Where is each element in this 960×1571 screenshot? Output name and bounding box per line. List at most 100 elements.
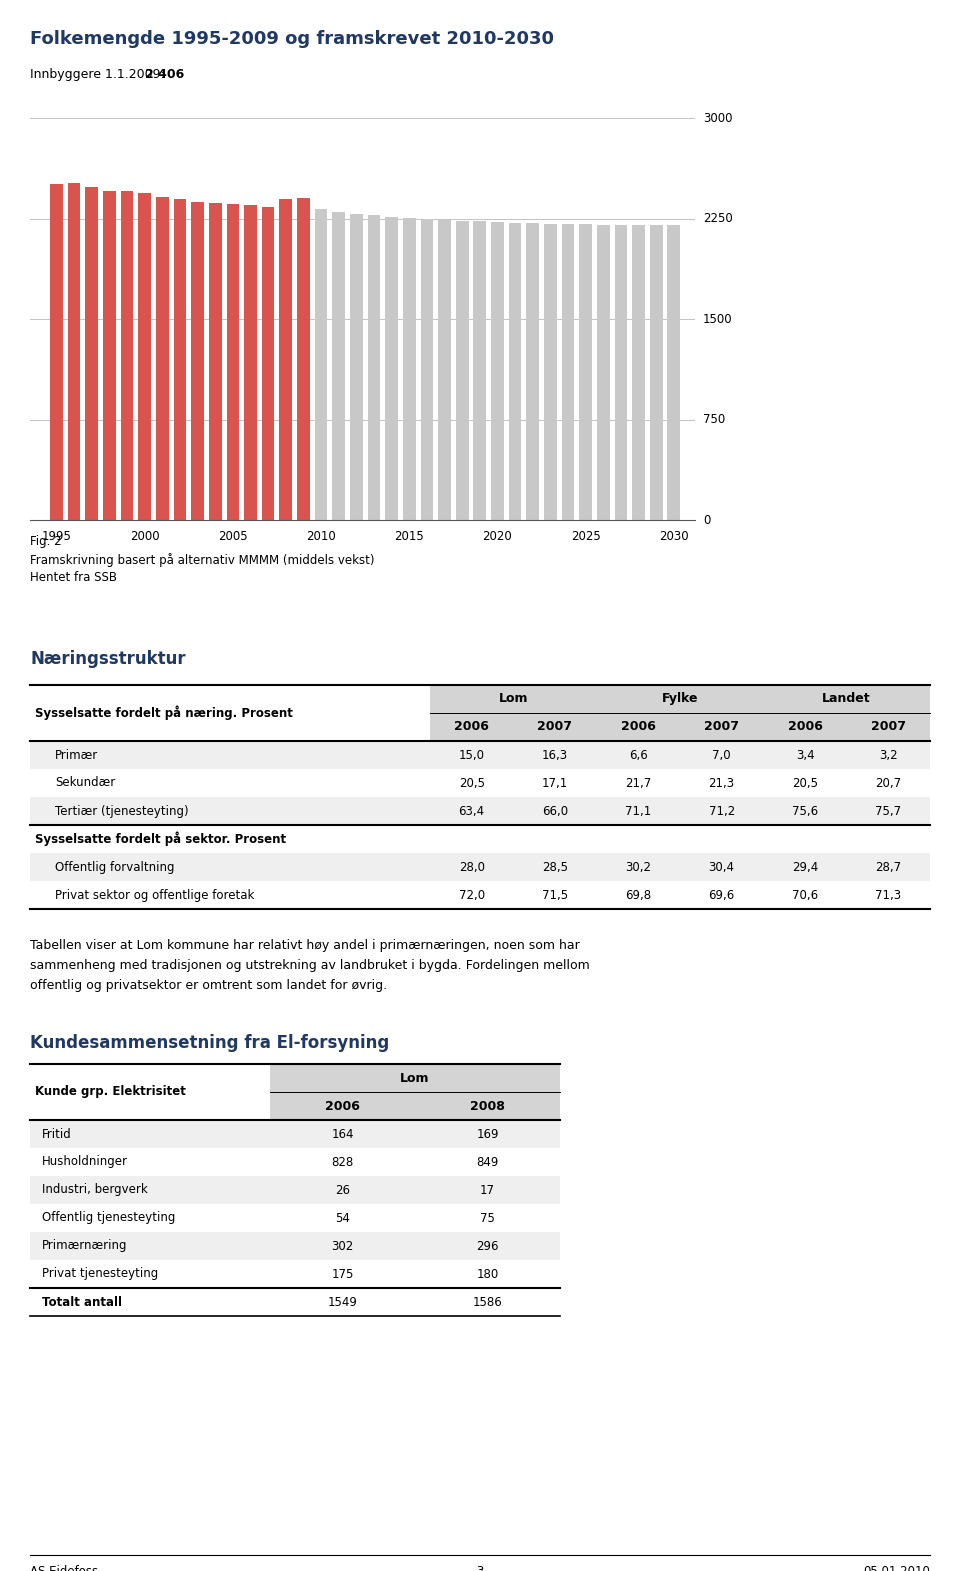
Text: 7,0: 7,0 bbox=[712, 748, 731, 762]
Bar bbox=[332, 212, 345, 520]
Text: Fig. 2: Fig. 2 bbox=[30, 536, 61, 548]
Text: 26: 26 bbox=[335, 1183, 350, 1197]
Text: 28,5: 28,5 bbox=[542, 861, 568, 873]
Text: 849: 849 bbox=[476, 1156, 498, 1169]
Text: 2007: 2007 bbox=[871, 721, 906, 734]
Text: AS Eidefoss: AS Eidefoss bbox=[30, 1565, 98, 1571]
Text: Næringsstruktur: Næringsstruktur bbox=[30, 650, 185, 668]
Text: 302: 302 bbox=[331, 1240, 353, 1252]
Text: Totalt antall: Totalt antall bbox=[42, 1296, 122, 1309]
Text: Primærnæring: Primærnæring bbox=[42, 1240, 128, 1252]
Bar bbox=[350, 214, 363, 520]
Bar bbox=[456, 220, 468, 520]
Text: Offentlig tjenesteyting: Offentlig tjenesteyting bbox=[42, 1211, 176, 1224]
Text: 1500: 1500 bbox=[703, 313, 732, 325]
Text: 30,4: 30,4 bbox=[708, 861, 734, 873]
Bar bbox=[121, 192, 133, 520]
Text: Tabellen viser at Lom kommune har relativt høy andel i primærnæringen, noen som : Tabellen viser at Lom kommune har relati… bbox=[30, 939, 580, 952]
Text: Folkemengde 1995-2009 og framskrevet 2010-2030: Folkemengde 1995-2009 og framskrevet 201… bbox=[30, 30, 554, 49]
Bar bbox=[614, 225, 627, 520]
Bar bbox=[368, 215, 380, 520]
Text: Sysselsatte fordelt på næring. Prosent: Sysselsatte fordelt på næring. Prosent bbox=[35, 705, 293, 720]
Text: 3,2: 3,2 bbox=[879, 748, 898, 762]
Text: 3000: 3000 bbox=[703, 112, 732, 124]
Text: Privat sektor og offentlige foretak: Privat sektor og offentlige foretak bbox=[55, 889, 254, 902]
Text: 2007: 2007 bbox=[538, 721, 572, 734]
Bar bbox=[562, 225, 574, 520]
Text: Fylke: Fylke bbox=[661, 693, 698, 705]
Text: 72,0: 72,0 bbox=[459, 889, 485, 902]
Bar bbox=[403, 218, 416, 520]
Bar bbox=[279, 200, 292, 520]
Bar bbox=[420, 218, 433, 520]
Text: 2250: 2250 bbox=[703, 212, 732, 225]
Bar bbox=[579, 225, 592, 520]
Text: 2006: 2006 bbox=[325, 1100, 360, 1112]
Bar bbox=[667, 225, 681, 520]
Text: 2007: 2007 bbox=[705, 721, 739, 734]
Text: Sekundær: Sekundær bbox=[55, 776, 115, 790]
Text: Tertiær (tjenesteyting): Tertiær (tjenesteyting) bbox=[55, 804, 188, 817]
Text: 28,7: 28,7 bbox=[876, 861, 901, 873]
Text: 75: 75 bbox=[480, 1211, 495, 1224]
Text: 180: 180 bbox=[476, 1268, 498, 1280]
Text: Industri, bergverk: Industri, bergverk bbox=[42, 1183, 148, 1197]
Text: 750: 750 bbox=[703, 413, 725, 426]
Text: 164: 164 bbox=[331, 1128, 353, 1141]
Text: 54: 54 bbox=[335, 1211, 350, 1224]
Text: 2006: 2006 bbox=[787, 721, 823, 734]
Text: 2006: 2006 bbox=[454, 721, 489, 734]
Text: offentlig og privatsektor er omtrent som landet for øvrig.: offentlig og privatsektor er omtrent som… bbox=[30, 979, 387, 991]
Text: Husholdninger: Husholdninger bbox=[42, 1156, 128, 1169]
Bar bbox=[385, 217, 398, 520]
Text: 30,2: 30,2 bbox=[625, 861, 651, 873]
Bar bbox=[492, 222, 504, 520]
Bar bbox=[227, 204, 239, 520]
Text: 16,3: 16,3 bbox=[542, 748, 568, 762]
Text: 2008: 2008 bbox=[470, 1100, 505, 1112]
Text: Innbyggere 1.1.2009:: Innbyggere 1.1.2009: bbox=[30, 68, 169, 82]
Text: Hentet fra SSB: Hentet fra SSB bbox=[30, 570, 117, 584]
Bar bbox=[315, 209, 327, 520]
Text: Kunde grp. Elektrisitet: Kunde grp. Elektrisitet bbox=[35, 1086, 186, 1098]
Text: 17,1: 17,1 bbox=[541, 776, 568, 790]
Bar bbox=[244, 206, 257, 520]
Bar bbox=[650, 225, 662, 520]
Text: Privat tjenesteyting: Privat tjenesteyting bbox=[42, 1268, 158, 1280]
Text: 3,4: 3,4 bbox=[796, 748, 814, 762]
Bar bbox=[438, 220, 451, 520]
Text: 75,7: 75,7 bbox=[876, 804, 901, 817]
Text: 28,0: 28,0 bbox=[459, 861, 485, 873]
Text: 175: 175 bbox=[331, 1268, 353, 1280]
Text: 2 406: 2 406 bbox=[145, 68, 184, 82]
Bar bbox=[174, 200, 186, 520]
Bar bbox=[191, 203, 204, 520]
Text: Lom: Lom bbox=[400, 1071, 430, 1084]
Text: Primær: Primær bbox=[55, 748, 98, 762]
Text: 21,3: 21,3 bbox=[708, 776, 734, 790]
Text: 1586: 1586 bbox=[472, 1296, 502, 1309]
Bar bbox=[509, 223, 521, 520]
Text: 20,5: 20,5 bbox=[792, 776, 818, 790]
Text: 828: 828 bbox=[331, 1156, 353, 1169]
Text: 29,4: 29,4 bbox=[792, 861, 818, 873]
Text: 21,7: 21,7 bbox=[625, 776, 652, 790]
Text: 169: 169 bbox=[476, 1128, 499, 1141]
Bar bbox=[597, 225, 610, 520]
Text: Landet: Landet bbox=[823, 693, 871, 705]
Text: 71,3: 71,3 bbox=[876, 889, 901, 902]
Text: 2006: 2006 bbox=[621, 721, 656, 734]
Text: Sysselsatte fordelt på sektor. Prosent: Sysselsatte fordelt på sektor. Prosent bbox=[35, 831, 286, 847]
Bar bbox=[138, 193, 151, 520]
Text: 70,6: 70,6 bbox=[792, 889, 818, 902]
Text: sammenheng med tradisjonen og utstrekning av landbruket i bygda. Fordelingen mel: sammenheng med tradisjonen og utstreknin… bbox=[30, 958, 589, 972]
Bar bbox=[262, 207, 275, 520]
Text: 69,6: 69,6 bbox=[708, 889, 734, 902]
Bar bbox=[209, 203, 222, 520]
Text: Kundesammensetning fra El-forsyning: Kundesammensetning fra El-forsyning bbox=[30, 1034, 389, 1053]
Text: 71,5: 71,5 bbox=[542, 889, 568, 902]
Text: 63,4: 63,4 bbox=[459, 804, 485, 817]
Bar bbox=[544, 225, 557, 520]
Bar bbox=[633, 225, 645, 520]
Text: 17: 17 bbox=[480, 1183, 495, 1197]
